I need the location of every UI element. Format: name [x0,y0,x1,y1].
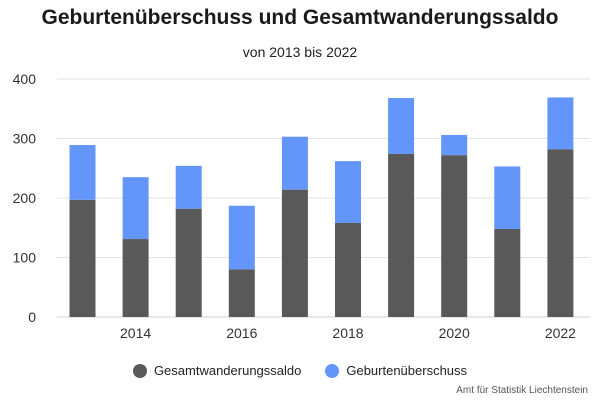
y-tick-label: 0 [28,309,36,325]
bar-gesamtwanderungssaldo-2021 [494,228,521,317]
bar-geburtenueberschuss-2020 [441,134,468,156]
bar-geburtenueberschuss-2022 [547,97,574,150]
bar-geburtenueberschuss-2013 [69,145,96,200]
chart-subtitle: von 2013 bis 2022 [242,44,358,60]
bar-gesamtwanderungssaldo-2019 [388,153,415,317]
bar-gesamtwanderungssaldo-2016 [228,269,255,317]
bar-gesamtwanderungssaldo-2013 [69,199,96,317]
x-tick-label: 2022 [545,325,576,341]
source-credit: Amt für Statistik Liechtenstein [456,385,588,396]
legend-label: Gesamtwanderungssaldo [153,363,302,378]
legend-swatch-icon [325,363,340,378]
chart-title: Geburtenüberschuss und Gesamtwanderungss… [41,6,559,29]
y-tick-label: 200 [13,190,37,206]
bar-gesamtwanderungssaldo-2015 [175,208,202,317]
y-tick-label: 100 [13,250,37,266]
bar-geburtenueberschuss-2019 [388,98,415,154]
legend-swatch-icon [132,363,147,378]
bar-gesamtwanderungssaldo-2022 [547,149,574,317]
bar-gesamtwanderungssaldo-2020 [441,155,468,317]
bar-gesamtwanderungssaldo-2014 [122,239,149,317]
y-tick-label: 400 [13,71,37,87]
bar-geburtenueberschuss-2015 [175,165,202,209]
bar-gesamtwanderungssaldo-2018 [335,222,361,317]
legend-item-gesamtwanderungssaldo[interactable]: Gesamtwanderungssaldo [132,363,302,378]
x-tick-label: 2018 [332,325,363,341]
bar-geburtenueberschuss-2016 [228,205,255,270]
bar-gesamtwanderungssaldo-2017 [281,189,308,317]
bar-geburtenueberschuss-2018 [335,161,361,223]
legend-item-geburtenueberschuss[interactable]: Geburtenüberschuss [325,363,467,378]
legend-label: Geburtenüberschuss [346,363,468,378]
y-tick-label: 300 [13,131,37,147]
x-tick-label: 2014 [120,325,151,341]
bar-geburtenueberschuss-2021 [494,166,521,229]
x-tick-label: 2016 [226,325,257,341]
bar-geburtenueberschuss-2014 [122,177,149,240]
x-tick-label: 2020 [439,325,470,341]
bar-geburtenueberschuss-2017 [281,136,308,190]
chart-legend: Gesamtwanderungssaldo Geburtenüberschuss [0,363,600,378]
